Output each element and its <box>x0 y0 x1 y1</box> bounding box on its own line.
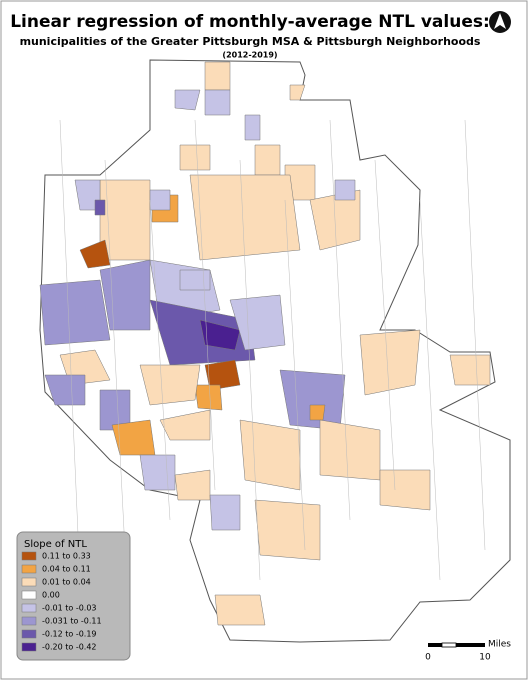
municipality <box>189 174 301 261</box>
legend-label: -0.12 to -0.19 <box>42 630 97 639</box>
border <box>59 119 81 581</box>
north-arrow <box>489 11 511 33</box>
title: Linear regression of monthly-average NTL… <box>10 12 490 32</box>
scale-end: 10 <box>479 653 491 663</box>
municipality <box>179 269 211 291</box>
municipality <box>244 114 261 141</box>
municipality <box>209 494 241 531</box>
municipality <box>279 369 346 431</box>
legend: Slope of NTL 0.11 to 0.33 0.04 to 0.11 0.0… <box>16 531 131 661</box>
legend-label: -0.01 to -0.03 <box>42 604 97 613</box>
municipality <box>179 144 211 171</box>
border <box>464 119 486 551</box>
municipality <box>199 319 241 351</box>
legend-label: 0.00 <box>42 591 60 600</box>
legend-swatch <box>21 603 37 613</box>
scale-start: 0 <box>425 653 431 663</box>
municipality <box>94 199 106 216</box>
border <box>194 119 216 491</box>
municipality <box>254 144 281 176</box>
scale-bar: Miles 0 10 <box>425 640 511 663</box>
municipality <box>239 419 301 491</box>
municipality <box>204 61 231 91</box>
municipalities <box>39 61 491 626</box>
municipality <box>309 404 326 421</box>
subtitle: municipalities of the Greater Pittsburgh… <box>20 35 481 48</box>
municipality <box>139 364 201 406</box>
years: (2012-2019) <box>222 51 277 60</box>
legend-label: -0.031 to -0.11 <box>42 617 102 626</box>
municipality <box>449 354 491 386</box>
municipality <box>194 384 223 411</box>
border <box>104 159 126 551</box>
legend-label: -0.20 to -0.42 <box>42 643 97 652</box>
municipality <box>319 419 381 481</box>
legend-label: 0.11 to 0.33 <box>42 552 91 561</box>
legend-swatch <box>21 629 37 639</box>
border <box>239 159 261 581</box>
municipality <box>159 409 211 441</box>
municipality <box>174 469 211 501</box>
legend-swatch <box>21 590 37 600</box>
scale-unit: Miles <box>488 640 511 650</box>
municipality <box>289 84 306 101</box>
legend-swatch <box>21 551 37 561</box>
border <box>329 119 351 521</box>
municipality <box>99 259 151 331</box>
municipality <box>39 279 111 346</box>
border <box>374 159 396 491</box>
legend-swatch <box>21 564 37 574</box>
municipality <box>174 89 201 111</box>
municipality <box>379 469 431 511</box>
border <box>419 199 441 581</box>
municipality <box>229 294 286 351</box>
municipality <box>139 454 176 491</box>
legend-swatch <box>21 616 37 626</box>
border <box>284 199 306 551</box>
legend-label: 0.04 to 0.11 <box>42 565 91 574</box>
municipality <box>204 359 241 391</box>
municipality <box>359 329 421 396</box>
municipality <box>149 189 171 211</box>
legend-title: Slope of NTL <box>24 539 87 550</box>
legend-swatch <box>21 577 37 587</box>
legend-swatch <box>21 642 37 652</box>
municipality <box>79 239 111 269</box>
legend-label: 0.01 to 0.04 <box>42 578 91 587</box>
municipality <box>99 179 151 261</box>
municipality <box>334 179 356 201</box>
municipality <box>254 499 321 561</box>
municipality <box>44 374 86 406</box>
municipality <box>214 594 266 626</box>
border <box>149 199 171 521</box>
municipality <box>204 89 231 116</box>
